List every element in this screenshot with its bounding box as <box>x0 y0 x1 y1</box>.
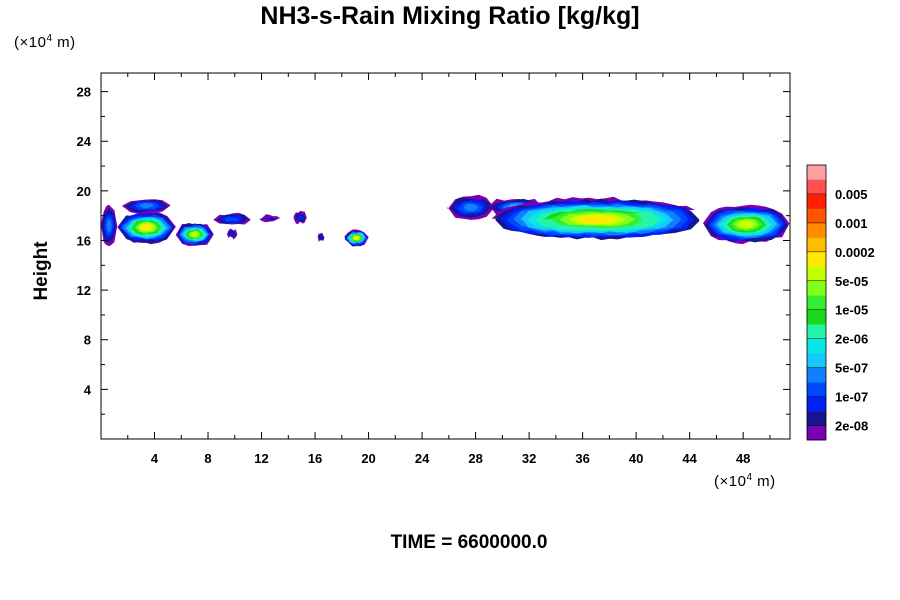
x-tick-label: 28 <box>468 451 482 466</box>
time-value: 6600000.0 <box>457 532 548 553</box>
contour-band <box>191 231 199 237</box>
y-tick-label: 24 <box>77 134 92 149</box>
x-tick-label: 32 <box>522 451 536 466</box>
contour-band <box>229 231 235 236</box>
contour-band <box>738 220 755 229</box>
colorbar-swatch-9 <box>807 295 826 311</box>
cloud-region-9 <box>344 229 369 247</box>
contour-band <box>463 203 479 212</box>
colorbar-swatch-0 <box>807 425 826 441</box>
cloud-region-0 <box>101 204 118 247</box>
y-axis-unit: (×104 m) <box>14 33 76 51</box>
colorbar-swatch-14 <box>807 222 826 238</box>
colorbar-swatch-16 <box>807 193 826 209</box>
colorbar-label: 0.0002 <box>835 245 875 260</box>
cloud-region-1 <box>117 211 176 245</box>
colorbar-label: 5e-07 <box>835 361 868 376</box>
cloud-region-4 <box>213 212 251 225</box>
x-tick-label: 16 <box>308 451 322 466</box>
colorbar-swatch-10 <box>807 280 826 296</box>
colorbar-swatch-2 <box>807 396 826 412</box>
x-tick-label: 44 <box>682 451 697 466</box>
contour-band <box>141 223 152 231</box>
time-label: TIME = <box>390 532 458 553</box>
colorbar-label: 2e-06 <box>835 332 868 347</box>
cloud-region-3 <box>175 223 214 246</box>
x-tick-label: 36 <box>575 451 589 466</box>
x-axis-unit: (×104 m) <box>714 472 776 490</box>
colorbar-swatch-13 <box>807 237 826 253</box>
colorbar-swatch-7 <box>807 324 826 339</box>
colorbar-frame <box>806 164 827 441</box>
y-tick-label: 4 <box>84 382 92 397</box>
x-tick-label: 20 <box>361 451 375 466</box>
y-tick-label: 28 <box>77 85 91 100</box>
colorbar-swatch-1 <box>807 411 826 426</box>
x-tick-label: 48 <box>736 451 750 466</box>
colorbar-label: 5e-05 <box>835 274 868 289</box>
colorbar-swatch-8 <box>807 309 826 325</box>
cloud-region-13 <box>703 204 790 245</box>
plot-frame <box>100 72 791 440</box>
y-tick-label: 12 <box>77 283 91 298</box>
colorbar-label: 2e-08 <box>835 419 868 434</box>
x-tick-label: 8 <box>204 451 211 466</box>
contour-band <box>577 214 617 225</box>
chart-title: NH3-s-Rain Mixing Ratio [kg/kg] <box>260 2 640 30</box>
contour-band <box>297 215 304 221</box>
colorbar-label: 1e-05 <box>835 303 868 318</box>
y-tick-label: 20 <box>77 184 91 199</box>
colorbar-swatch-18 <box>807 165 826 180</box>
colorbar-label: 1e-07 <box>835 390 868 405</box>
contour-band <box>319 235 323 240</box>
colorbar-swatch-5 <box>807 353 826 368</box>
x-tick-label: 12 <box>254 451 268 466</box>
cloud-region-5 <box>226 228 238 240</box>
colorbar: 2e-08 1e-07 5e-07 2e-06 1e-05 5e-05 0.0002 0.00… <box>806 164 875 441</box>
colorbar-swatch-6 <box>807 338 826 354</box>
cloud-region-10 <box>447 194 495 220</box>
contour-band <box>225 217 240 222</box>
cloud-region-8 <box>317 232 325 243</box>
colorbar-swatch-15 <box>807 208 826 224</box>
contour-band <box>106 219 112 233</box>
x-tick-label: 24 <box>415 451 430 466</box>
x-tick-label: 4 <box>151 451 159 466</box>
cloud-region-6 <box>258 214 281 223</box>
time-readout: TIME = 6600000.0 <box>0 532 900 554</box>
contour-band <box>262 217 277 221</box>
cloud-region-12 <box>491 196 700 241</box>
contour-band <box>138 203 155 209</box>
y-tick-label: 16 <box>77 233 91 248</box>
y-tick-label: 8 <box>84 333 91 348</box>
cloud-region-7 <box>293 210 307 225</box>
colorbar-swatch-11 <box>807 266 826 282</box>
colorbar-label: 0.001 <box>835 216 868 231</box>
cloud-region-2 <box>122 199 171 214</box>
colorbar-swatch-17 <box>807 179 826 195</box>
colorbar-label: 0.005 <box>835 187 868 202</box>
contour-band <box>354 236 359 240</box>
colorbar-swatch-3 <box>807 382 826 397</box>
field-layer <box>101 194 790 247</box>
colorbar-swatch-4 <box>807 367 826 383</box>
x-tick-label: 40 <box>629 451 643 466</box>
colorbar-swatch-12 <box>807 251 826 267</box>
